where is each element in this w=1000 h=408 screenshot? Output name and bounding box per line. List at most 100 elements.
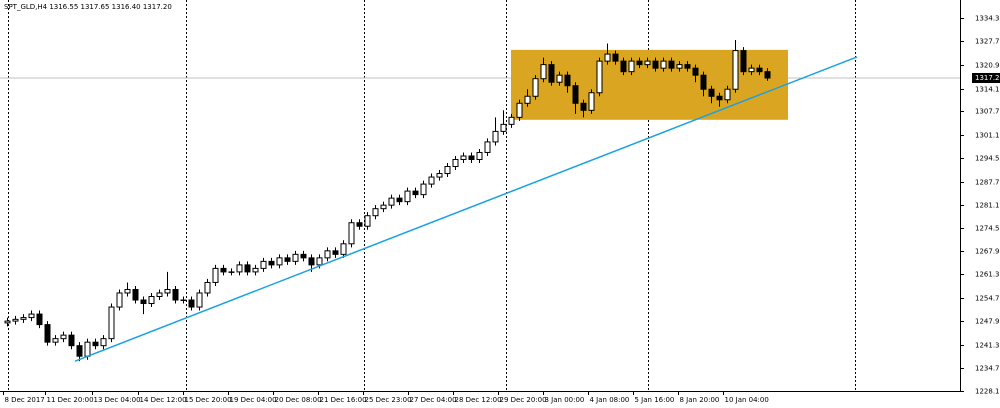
y-tick-label: 1334.30 xyxy=(975,15,1000,23)
candle-body xyxy=(212,267,219,283)
x-tick-label: 10 Jan 04:00 xyxy=(725,396,769,404)
y-tick-label: 1314.10 xyxy=(975,86,1000,94)
plot xyxy=(0,40,960,362)
candle-body xyxy=(172,288,179,301)
candle-body xyxy=(700,74,707,90)
candle-body xyxy=(348,222,355,245)
y-tick-label: 1254.70 xyxy=(975,295,1000,303)
candle-body xyxy=(540,64,547,80)
candle-body xyxy=(156,292,163,297)
candle-body xyxy=(684,64,691,69)
candle-body xyxy=(380,204,387,210)
candle-body xyxy=(500,123,507,132)
candle-body xyxy=(324,250,331,259)
candle-body xyxy=(612,53,619,62)
candle-body xyxy=(4,320,11,324)
candle-body xyxy=(484,141,491,153)
candle-body xyxy=(220,267,227,273)
candle-body xyxy=(404,190,411,203)
trendline xyxy=(74,56,858,362)
chart-header: SPT_GLD,H4 1316.55 1317.65 1316.40 1317.… xyxy=(4,3,172,11)
x-tick-label: 5 Jan 16:00 xyxy=(635,396,675,404)
candle-body xyxy=(140,299,147,305)
current-price-box xyxy=(972,72,1000,83)
candle-body xyxy=(372,208,379,217)
candle-body xyxy=(620,60,627,73)
candle-body xyxy=(588,92,595,111)
y-tick-label: 1320.90 xyxy=(975,62,1000,70)
x-tick-label: 28 Dec 12:00 xyxy=(455,396,502,404)
candle-body xyxy=(196,292,203,308)
candle-body xyxy=(308,257,315,266)
candle-body xyxy=(572,85,579,104)
candle-body xyxy=(644,60,651,66)
y-tick-label: 1228.10 xyxy=(975,388,1000,396)
candle-body xyxy=(604,53,611,62)
candle-body xyxy=(524,95,531,104)
x-tick-label: 21 Dec 16:00 xyxy=(320,396,367,404)
candle-body xyxy=(652,60,659,69)
candle-body xyxy=(564,74,571,87)
y-tick-label: 1274.50 xyxy=(975,225,1000,233)
candle-body xyxy=(420,183,427,196)
x-tick-label: 19 Dec 04:00 xyxy=(230,396,277,404)
candle-body xyxy=(580,102,587,111)
y-tick-label: 1301.10 xyxy=(975,132,1000,140)
candle-body xyxy=(244,264,251,273)
candle-body xyxy=(676,64,683,69)
x-tick-label: 25 Dec 23:00 xyxy=(365,396,412,404)
y-tick-label: 1234.70 xyxy=(975,365,1000,373)
x-tick-label: 27 Dec 04:00 xyxy=(410,396,457,404)
candle-body xyxy=(508,116,515,125)
candle-body xyxy=(100,338,107,347)
candle-body xyxy=(764,71,771,79)
candle-body xyxy=(92,341,99,347)
x-tick-label: 8 Jan 20:00 xyxy=(680,396,720,404)
candle-body xyxy=(452,158,459,168)
candle-body xyxy=(204,281,211,294)
y-tick-label: 1327.70 xyxy=(975,38,1000,46)
candle-body xyxy=(132,288,139,301)
candle-body xyxy=(388,197,395,206)
candle-body xyxy=(724,88,731,101)
candle-body xyxy=(716,95,723,101)
y-tick-label: 1261.30 xyxy=(975,271,1000,279)
candle-body xyxy=(108,306,115,340)
candle-body xyxy=(268,260,275,266)
candle-body xyxy=(428,176,435,185)
candle-body xyxy=(332,250,339,255)
candle-body xyxy=(596,60,603,94)
candle-body xyxy=(316,257,323,266)
candle-body xyxy=(276,257,283,266)
candle-body xyxy=(28,313,35,319)
y-tick-label: 1287.70 xyxy=(975,179,1000,187)
candle-body xyxy=(236,264,243,273)
candle-body xyxy=(228,271,235,273)
x-tick-label: 11 Dec 20:00 xyxy=(47,396,94,404)
y-tick-label: 1247.90 xyxy=(975,318,1000,326)
current-price-label: 1317.20 xyxy=(975,74,1000,82)
candle-body xyxy=(364,215,371,227)
candle-body xyxy=(284,257,291,262)
period-separators xyxy=(8,0,856,391)
candle-body xyxy=(76,345,83,357)
candle-body xyxy=(548,64,555,83)
candle-body xyxy=(628,60,635,73)
candle-body xyxy=(252,267,259,273)
candle-body xyxy=(660,60,667,69)
candle-body xyxy=(68,334,75,347)
x-tick-label: 13 Dec 04:00 xyxy=(94,396,141,404)
candle-body xyxy=(732,50,739,90)
candle-body xyxy=(12,318,19,322)
y-tick-label: 1281.10 xyxy=(975,202,1000,210)
candle-body xyxy=(476,151,483,160)
x-tick-label: 4 Jan 08:00 xyxy=(590,396,630,404)
candle-body xyxy=(492,130,499,143)
candle-body xyxy=(748,67,755,73)
candle-body xyxy=(468,155,475,160)
candle-body xyxy=(396,197,403,203)
candle-body xyxy=(84,341,91,357)
candle-body xyxy=(44,324,51,343)
candle-body xyxy=(188,299,195,308)
